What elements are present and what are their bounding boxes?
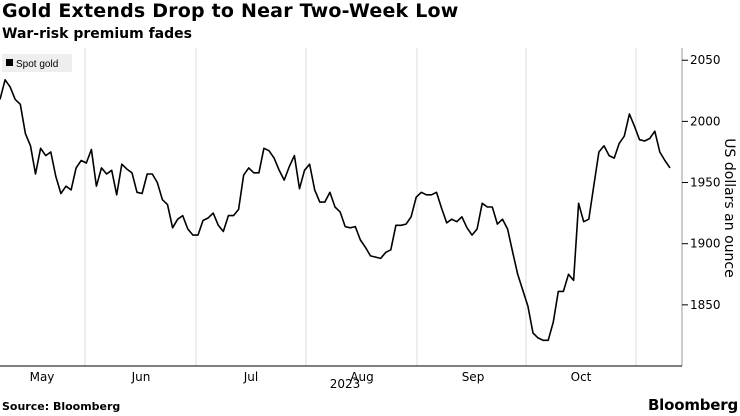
y-tick-label: 1900 bbox=[690, 237, 721, 251]
x-tick-label: Aug bbox=[350, 370, 373, 384]
legend-label: Spot gold bbox=[16, 59, 58, 70]
chart-area: May Jun Jul Aug Sep Oct 1850 1900 1950 2000 2050 … bbox=[0, 46, 740, 396]
y-tick-label: 1950 bbox=[690, 176, 721, 190]
chart-subtitle: War-risk premium fades bbox=[2, 26, 192, 42]
x-tick-label: Oct bbox=[571, 370, 592, 384]
line-chart: May Jun Jul Aug Sep Oct 18501900195020002050 … bbox=[0, 48, 737, 391]
series-line-spot-gold bbox=[0, 78, 671, 342]
source-note: Source: Bloomberg bbox=[2, 400, 121, 413]
legend-swatch bbox=[6, 59, 13, 66]
legend-background bbox=[2, 54, 72, 72]
x-tick-label: May bbox=[30, 370, 55, 384]
y-tick-label: 1850 bbox=[690, 298, 721, 312]
x-tick-label: Jun bbox=[131, 370, 151, 384]
y-axis-ticks: 1850 1900 1950 2000 2050 bbox=[682, 53, 721, 312]
y-tick-label: 2050 bbox=[690, 53, 721, 67]
x-tick-label: Sep bbox=[462, 370, 485, 384]
y-tick-label: 2000 bbox=[690, 114, 721, 128]
x-axis-year-label: 2023 bbox=[330, 377, 361, 391]
bloomberg-logo: Bloomberg bbox=[647, 396, 738, 414]
x-axis-ticks: May Jun Jul Aug Sep Oct bbox=[30, 370, 592, 384]
y-axis-label: US dollars an ounce bbox=[721, 138, 737, 277]
x-tick-label: Jul bbox=[243, 370, 258, 384]
chart-title: Gold Extends Drop to Near Two-Week Low bbox=[2, 0, 459, 22]
legend: Spot gold bbox=[2, 54, 72, 72]
gridlines bbox=[84, 48, 683, 366]
